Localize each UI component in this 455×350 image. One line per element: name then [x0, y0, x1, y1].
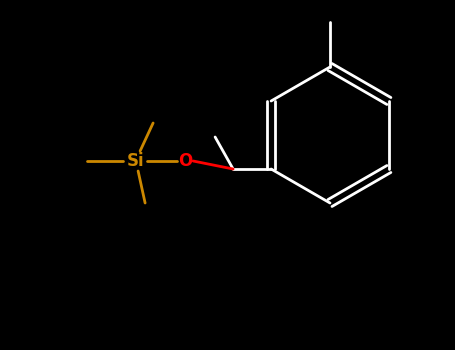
- Text: Si: Si: [126, 152, 144, 170]
- Text: O: O: [178, 152, 192, 170]
